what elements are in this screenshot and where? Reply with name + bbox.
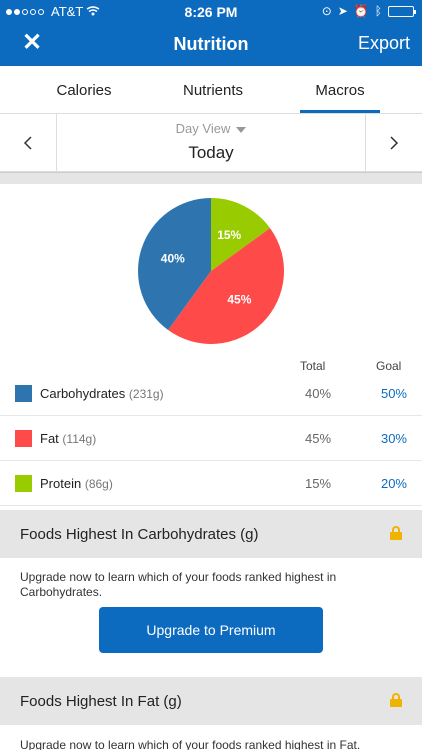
active-tab-indicator: [300, 110, 380, 113]
date-label: Today: [188, 143, 234, 162]
pie-slice: [138, 198, 211, 331]
close-icon[interactable]: ✕: [22, 29, 43, 56]
status-time: 8:26 PM: [184, 4, 238, 20]
fat-swatch: [15, 430, 32, 447]
carrier-label: AT&T: [51, 4, 84, 19]
protein-swatch: [15, 475, 32, 492]
lock-icon: [390, 526, 402, 540]
upgrade-to-premium-button[interactable]: Upgrade to Premium: [99, 607, 323, 653]
upgrade-message: Upgrade now to learn which of your foods…: [20, 738, 361, 750]
pie-slice: [211, 198, 271, 271]
macro-grams: (114g): [62, 432, 97, 446]
pie-slice: [168, 228, 284, 344]
upgrade-message: Upgrade now to learn which of your foods…: [20, 570, 337, 599]
alarm-icon: ⏰: [353, 4, 369, 18]
pie-slice-label: 45%: [227, 292, 251, 306]
divider: [0, 172, 422, 184]
nav-bar: ✕ Nutrition Export: [0, 22, 422, 66]
previous-day-button[interactable]: [0, 114, 57, 171]
next-day-button[interactable]: [365, 114, 422, 171]
macro-row-protein: Protein (86g) 15% 20%: [0, 461, 422, 506]
chevron-right-icon: [390, 135, 399, 150]
battery-icon: [388, 5, 416, 17]
wifi-icon: [86, 4, 100, 19]
macro-total: 15%: [305, 476, 332, 491]
bluetooth-icon: ᛒ: [374, 4, 382, 18]
macro-name: Fat: [40, 431, 59, 446]
macro-total: 40%: [305, 386, 332, 401]
chevron-left-icon: [23, 135, 32, 150]
tab-macros[interactable]: Macros: [315, 82, 365, 99]
tab-bar: Calories Nutrients Macros: [0, 66, 422, 114]
macro-goal[interactable]: 30%: [380, 431, 407, 446]
macro-row-carbohydrates: Carbohydrates (231g) 40% 50%: [0, 371, 422, 416]
rotation-lock-icon: ⊙: [321, 4, 332, 18]
carbohydrates-swatch: [15, 385, 32, 402]
tab-calories[interactable]: Calories: [56, 82, 112, 99]
macros-pie-chart: 15% 45% 40%: [136, 196, 286, 346]
day-view-label: Day View: [175, 121, 231, 136]
signal-icon: [6, 8, 44, 15]
caret-down-icon: [236, 126, 247, 133]
fat-foods-header[interactable]: Foods Highest In Fat (g): [0, 677, 422, 725]
tab-nutrients[interactable]: Nutrients: [182, 82, 244, 99]
day-view-selector[interactable]: Day View: [57, 121, 365, 136]
macro-grams: (86g): [84, 477, 113, 491]
page-title: Nutrition: [173, 34, 249, 54]
goal-column-header: Goal: [376, 359, 402, 373]
macro-total: 45%: [305, 431, 332, 446]
pie-slice-label: 40%: [161, 252, 185, 266]
section-title: Foods Highest In Fat (g): [20, 693, 182, 710]
export-button[interactable]: Export: [357, 33, 410, 53]
total-column-header: Total: [300, 359, 326, 373]
macro-name: Carbohydrates: [40, 386, 126, 401]
pie-slice-label: 15%: [217, 228, 241, 242]
macro-name: Protein: [40, 476, 82, 491]
macro-row-fat: Fat (114g) 45% 30%: [0, 416, 422, 461]
location-icon: ➤: [337, 4, 348, 18]
status-bar: AT&T 8:26 PM ⊙ ➤ ⏰ ᛒ: [0, 0, 422, 22]
section-title: Foods Highest In Carbohydrates (g): [20, 526, 259, 543]
carbohydrates-foods-header[interactable]: Foods Highest In Carbohydrates (g): [0, 510, 422, 558]
macro-grams: (231g): [128, 387, 164, 401]
macro-goal[interactable]: 50%: [380, 386, 407, 401]
day-navigator: Day View Today: [0, 114, 422, 172]
macro-goal[interactable]: 20%: [380, 476, 407, 491]
lock-icon: [390, 693, 402, 707]
